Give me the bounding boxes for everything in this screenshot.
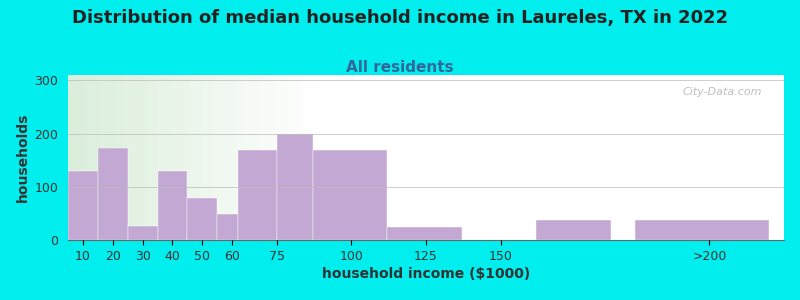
Bar: [313, 149, 387, 240]
Bar: [387, 227, 462, 240]
Bar: [277, 134, 313, 240]
Bar: [238, 149, 277, 240]
Bar: [217, 214, 238, 240]
Bar: [128, 226, 158, 240]
Bar: [68, 171, 98, 240]
Text: Distribution of median household income in Laureles, TX in 2022: Distribution of median household income …: [72, 9, 728, 27]
Bar: [187, 199, 217, 240]
Bar: [158, 171, 187, 240]
Bar: [98, 148, 128, 240]
Text: City-Data.com: City-Data.com: [683, 86, 762, 97]
Text: All residents: All residents: [346, 60, 454, 75]
Y-axis label: households: households: [16, 113, 30, 202]
Bar: [536, 220, 611, 240]
Bar: [635, 220, 769, 240]
X-axis label: household income ($1000): household income ($1000): [322, 267, 530, 281]
